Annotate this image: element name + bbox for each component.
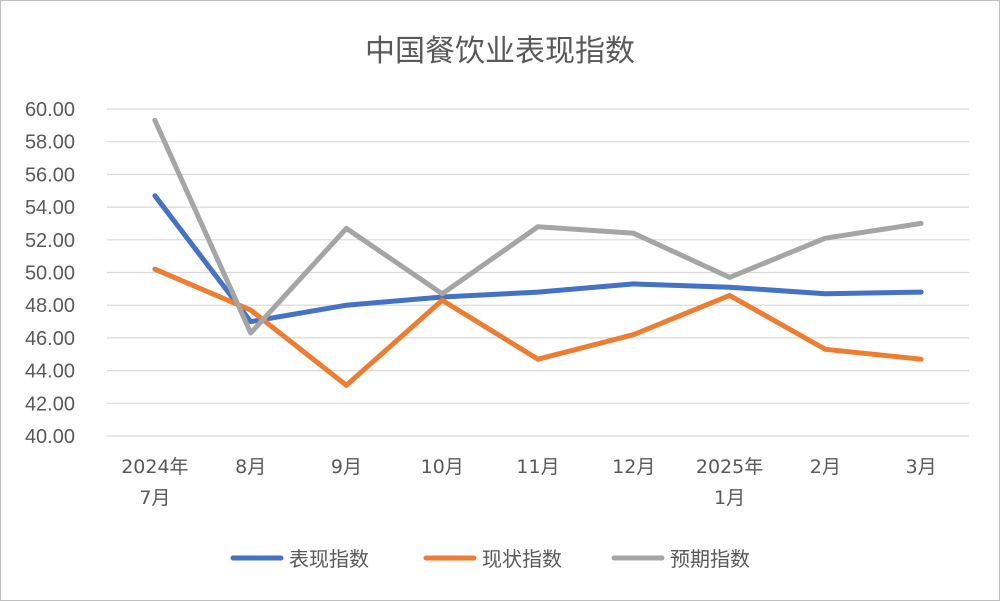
y-tick-label: 56.00 xyxy=(25,164,75,186)
series-line-3 xyxy=(152,117,924,336)
legend-label: 现状指数 xyxy=(482,547,562,571)
x-tick-label: 12月 xyxy=(612,456,655,478)
y-tick-label: 48.00 xyxy=(25,295,75,317)
x-tick-label: 9月 xyxy=(331,456,362,478)
x-tick-label: 11月 xyxy=(516,456,559,478)
y-tick-label: 58.00 xyxy=(25,132,75,154)
y-axis-tick-labels: 40.00 42.00 44.00 46.00 48.00 50.00 52.00 54.00… xyxy=(25,99,75,448)
series-lines xyxy=(152,117,924,388)
x-tick-label: 2024年 7月 xyxy=(121,456,188,509)
y-tick-label: 54.00 xyxy=(25,197,75,219)
x-tick-label: 8月 xyxy=(235,456,266,478)
legend-label: 预期指数 xyxy=(670,547,750,571)
x-tick-label: 10月 xyxy=(421,456,464,478)
x-tick-label: 2月 xyxy=(810,456,841,478)
series-line-1 xyxy=(152,193,924,325)
series-line-2 xyxy=(152,266,924,388)
x-tick-label: 3月 xyxy=(906,456,937,478)
chart-title: 中国餐饮业表现指数 xyxy=(365,34,635,69)
y-tick-label: 42.00 xyxy=(25,393,75,415)
y-tick-label: 46.00 xyxy=(25,328,75,350)
grid-lines xyxy=(107,108,969,437)
y-tick-label: 44.00 xyxy=(25,361,75,383)
y-tick-label: 40.00 xyxy=(25,426,75,448)
y-tick-label: 60.00 xyxy=(25,99,75,121)
legend: 表现指数 现状指数 预期指数 xyxy=(230,547,750,571)
legend-label: 表现指数 xyxy=(289,547,369,571)
x-tick-label: 2025年 1月 xyxy=(696,456,763,509)
y-tick-label: 52.00 xyxy=(25,230,75,252)
y-tick-label: 50.00 xyxy=(25,263,75,285)
x-axis-tick-labels: 2024年 7月 8月 9月 10月 11月 12月 2025年 1月 2月 3月 xyxy=(121,456,936,509)
